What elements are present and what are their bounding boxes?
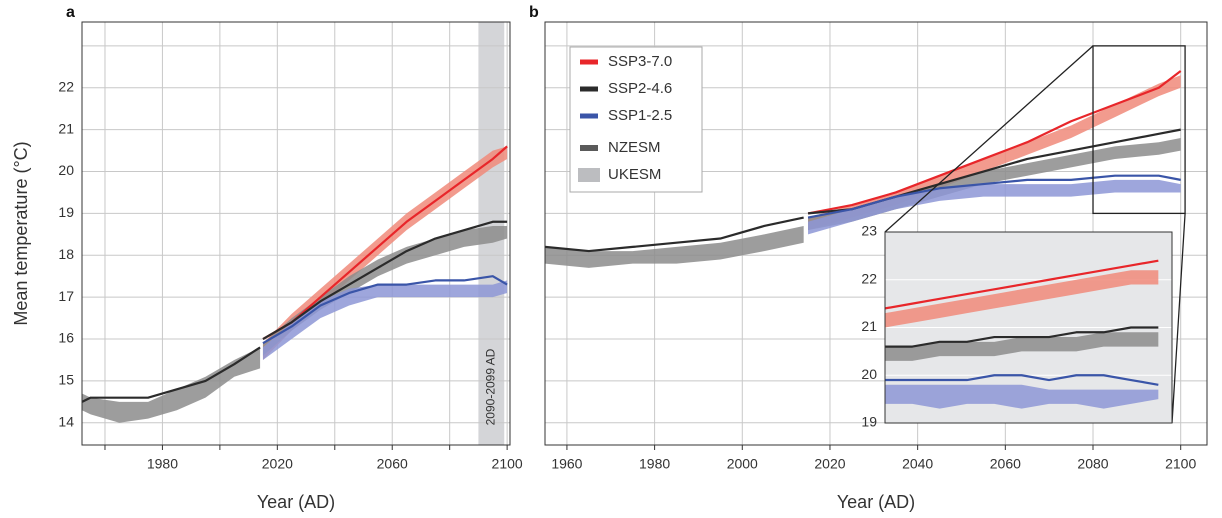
x-tick-label: 2100 bbox=[1165, 456, 1196, 472]
plot-frame bbox=[544, 21, 1208, 446]
y-tick-label: 17 bbox=[58, 288, 74, 304]
ukesm-band bbox=[885, 270, 1159, 328]
y-tick-label: 19 bbox=[58, 204, 74, 220]
x-tick-label: 2020 bbox=[814, 456, 845, 472]
nzesm-line bbox=[82, 346, 261, 403]
plot-frame bbox=[81, 21, 511, 446]
legend-label: SSP2-4.6 bbox=[608, 80, 672, 97]
x-tick-label: 2100 bbox=[492, 456, 523, 472]
x-axis-label: Year (AD) bbox=[837, 492, 915, 512]
x-tick-label: 2040 bbox=[902, 456, 933, 472]
y-tick-label: 21 bbox=[58, 120, 74, 136]
zoom-box bbox=[1092, 45, 1186, 215]
legend-box bbox=[569, 46, 703, 193]
legend-label: UKESM bbox=[608, 166, 661, 183]
ukesm-band bbox=[262, 146, 508, 360]
x-tick-label: 2060 bbox=[377, 456, 408, 472]
y-axis-label: Mean temperature (°C) bbox=[11, 141, 31, 325]
zoom-connector bbox=[1171, 213, 1186, 424]
x-tick-label: 1980 bbox=[147, 456, 178, 472]
plot-background bbox=[82, 22, 510, 445]
nzesm-line bbox=[885, 326, 1159, 348]
y-tick-label: 22 bbox=[58, 78, 74, 94]
legend-swatch bbox=[578, 168, 600, 182]
y-tick-label: 20 bbox=[58, 162, 74, 178]
legend-label: NZESM bbox=[608, 139, 661, 156]
x-tick-label: 2080 bbox=[1077, 456, 1108, 472]
nzesm-line bbox=[885, 374, 1159, 386]
nzesm-line bbox=[545, 216, 804, 253]
ukesm-band bbox=[82, 347, 261, 423]
legend-label: SSP3-7.0 bbox=[608, 53, 672, 70]
nzesm-line bbox=[807, 174, 1181, 219]
nzesm-line bbox=[262, 145, 508, 340]
y-tick-label: 23 bbox=[861, 223, 877, 239]
nzesm-line bbox=[262, 220, 508, 340]
x-axis-label: Year (AD) bbox=[257, 492, 335, 512]
ukesm-band bbox=[885, 384, 1159, 409]
nzesm-line bbox=[807, 70, 1182, 215]
legend-label: SSP1-2.5 bbox=[608, 107, 672, 124]
ukesm-band bbox=[808, 179, 1181, 235]
y-tick-label: 16 bbox=[58, 330, 74, 346]
y-tick-label: 20 bbox=[861, 366, 877, 382]
x-tick-label: 1980 bbox=[639, 456, 670, 472]
panel-label: a bbox=[66, 4, 75, 21]
y-tick-label: 21 bbox=[861, 318, 877, 334]
panel-label: b bbox=[529, 4, 539, 21]
zoom-connector bbox=[884, 45, 1094, 233]
ukesm-band bbox=[262, 225, 508, 356]
y-tick-label: 18 bbox=[58, 246, 74, 262]
x-tick-label: 2020 bbox=[262, 456, 293, 472]
y-tick-label: 14 bbox=[58, 414, 74, 430]
x-tick-label: 2060 bbox=[990, 456, 1021, 472]
y-tick-label: 19 bbox=[861, 414, 877, 430]
plot-frame bbox=[884, 231, 1173, 424]
plot-area bbox=[885, 232, 1172, 423]
x-tick-label: 2000 bbox=[727, 456, 758, 472]
shade-label: 2090-2099 AD bbox=[484, 348, 498, 425]
ukesm-band bbox=[545, 225, 804, 268]
y-tick-label: 15 bbox=[58, 372, 74, 388]
nzesm-line bbox=[885, 259, 1159, 310]
plot-area bbox=[82, 22, 510, 445]
ukesm-band bbox=[885, 332, 1159, 361]
nzesm-line bbox=[262, 275, 508, 345]
x-tick-label: 1960 bbox=[551, 456, 582, 472]
y-tick-label: 22 bbox=[861, 270, 877, 286]
